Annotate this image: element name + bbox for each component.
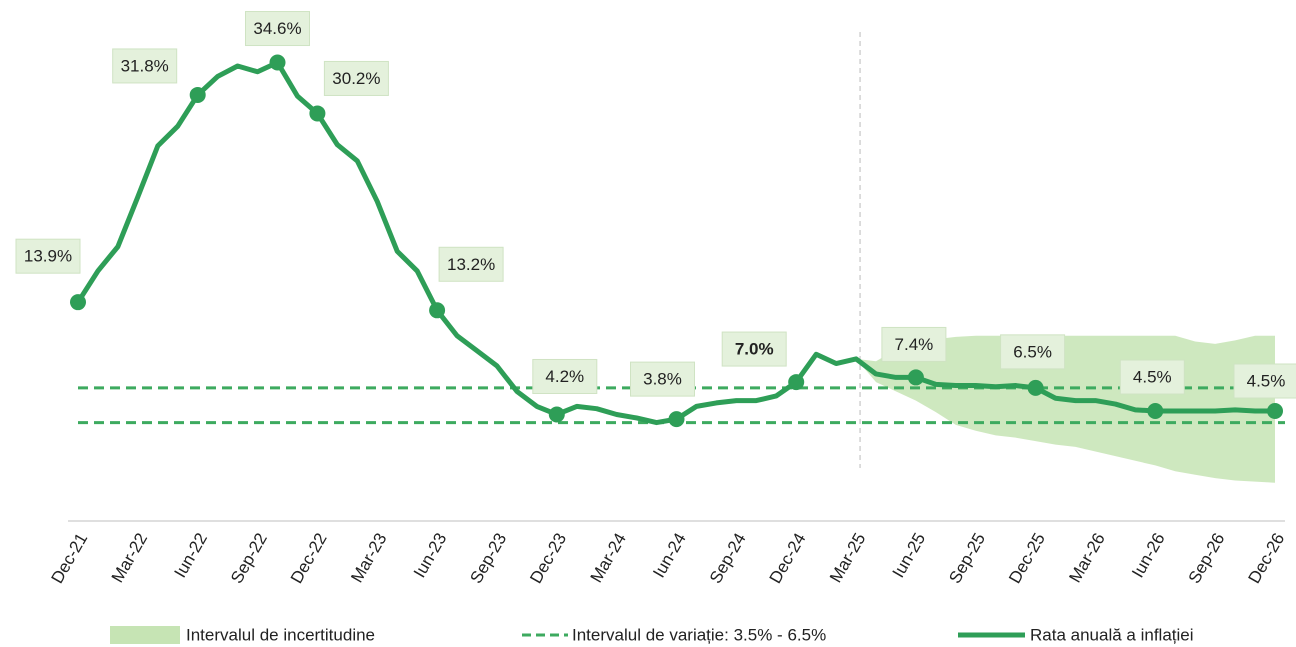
x-tick-label: Iun-23: [410, 530, 451, 581]
legend-label: Rata anuală a inflației: [1030, 625, 1194, 644]
data-label: 7.0%: [735, 340, 774, 359]
x-tick-label: Dec-24: [766, 530, 810, 587]
x-tick-label: Dec-22: [287, 530, 331, 587]
marker: [548, 406, 565, 423]
marker: [1147, 403, 1164, 420]
x-tick-label: Dec-25: [1005, 530, 1049, 587]
marker: [1027, 379, 1044, 396]
legend-label: Intervalul de incertitudine: [186, 625, 375, 644]
label-box: [112, 48, 178, 84]
label-box: [630, 361, 695, 397]
x-tick-label: Dec-26: [1244, 530, 1288, 587]
x-tick-label: Dec-21: [47, 530, 91, 587]
x-tick-label: Mar-22: [108, 530, 151, 586]
marker: [907, 369, 924, 386]
marker: [1267, 403, 1283, 420]
data-label: 4.5%: [1247, 371, 1286, 390]
marker: [269, 54, 286, 71]
data-label: 4.2%: [545, 367, 584, 386]
marker: [309, 105, 326, 122]
label-box: [1233, 363, 1296, 399]
x-tick-label: Sep-22: [227, 530, 271, 587]
label-box: [15, 238, 81, 274]
x-tick-label: Mar-25: [826, 530, 869, 586]
label-box: [1119, 359, 1185, 395]
legend-label: Intervalul de variație: 3.5% - 6.5%: [572, 625, 826, 644]
label-box: [532, 358, 598, 394]
x-tick-label: Sep-26: [1185, 530, 1229, 587]
x-tick-label: Sep-23: [466, 530, 510, 587]
data-label: 13.2%: [447, 255, 495, 274]
label-box: [323, 60, 389, 96]
x-tick-label: Mar-24: [587, 530, 630, 586]
data-label: 34.6%: [253, 19, 301, 38]
data-label: 4.5%: [1133, 367, 1172, 386]
label-box: [881, 326, 947, 362]
label-box: [721, 331, 787, 367]
label-box: [1000, 334, 1066, 370]
data-label: 3.8%: [643, 370, 682, 389]
data-label: 30.2%: [332, 69, 380, 88]
x-tick-label: Sep-24: [706, 530, 750, 587]
x-tick-label: Sep-25: [945, 530, 989, 587]
marker: [189, 86, 206, 103]
label-box: [245, 11, 310, 47]
marker: [429, 302, 446, 319]
data-label: 6.5%: [1013, 342, 1052, 361]
x-tick-label: Iun-25: [889, 530, 930, 581]
x-tick-label: Dec-23: [526, 530, 570, 587]
label-box: [438, 246, 504, 282]
x-tick-label: Mar-23: [347, 530, 390, 586]
data-label: 31.8%: [121, 56, 169, 75]
marker: [70, 294, 86, 311]
x-tick-label: Iun-22: [170, 530, 211, 581]
data-label: 13.9%: [24, 247, 72, 266]
marker: [788, 374, 805, 391]
x-tick-label: Iun-24: [649, 530, 690, 581]
x-tick-label: Iun-26: [1128, 530, 1169, 581]
data-label: 7.4%: [895, 335, 934, 354]
marker: [668, 411, 685, 428]
x-tick-label: Mar-26: [1065, 530, 1108, 586]
legend-swatch-band: [110, 626, 180, 644]
